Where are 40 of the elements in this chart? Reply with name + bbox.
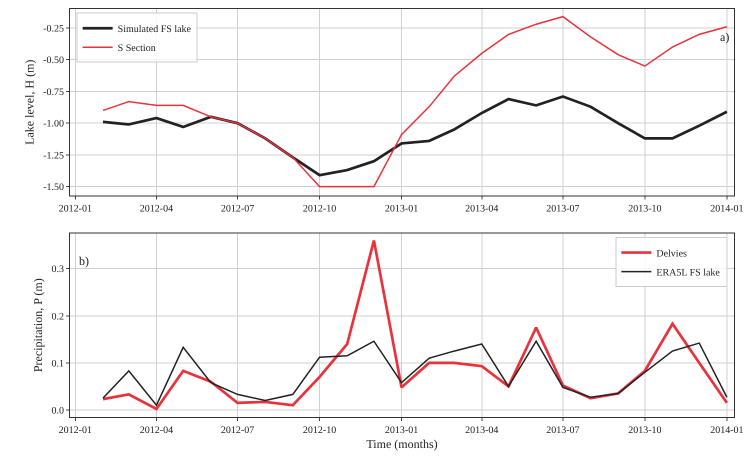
x-tick-label: 2012-01: [58, 425, 92, 436]
x-tick-label: 2013-01: [384, 425, 418, 436]
y-tick-label: 0.2: [52, 311, 64, 322]
annotation: a): [720, 30, 730, 44]
x-tick-label: 2012-10: [302, 425, 336, 436]
legend-label: Simulated FS lake: [118, 24, 192, 36]
y-tick-label: -0.75: [43, 86, 64, 98]
y-tick-label: -1.25: [43, 150, 64, 162]
legend-label: S Section: [118, 43, 156, 54]
x-axis-title: Time (months): [366, 436, 438, 451]
y-tick-label: -0.50: [43, 55, 64, 66]
x-tick-label: 2014-01: [710, 203, 744, 214]
x-tick-label: 2013-01: [384, 203, 418, 214]
y-axis-title: Lake level, H (m): [22, 60, 36, 145]
y-axis-title: Precipitation, P (m): [30, 278, 45, 372]
y-tick-label: 0.1: [52, 358, 64, 370]
x-tick-label: 2013-10: [628, 425, 662, 436]
legend-label: Delvies: [656, 248, 688, 260]
legend-label: ERA5L FS lake: [656, 267, 720, 278]
line-series: [102, 340, 728, 406]
x-tick-label: 2012-10: [302, 203, 336, 214]
x-tick-label: 2013-04: [465, 425, 498, 436]
x-tick-label: 2013-07: [546, 203, 580, 214]
x-tick-label: 2012-07: [220, 425, 254, 436]
x-tick-label: 2013-04: [465, 203, 498, 214]
line-series: [102, 239, 728, 410]
x-tick-label: 2012-07: [220, 203, 254, 214]
x-tick-label: 2013-07: [546, 425, 580, 436]
x-tick-label: 2014-01: [710, 425, 744, 436]
x-tick-label: 2012-04: [140, 425, 174, 436]
x-tick-label: 2013-10: [628, 203, 662, 214]
y-tick-label: -1.00: [43, 118, 64, 130]
y-tick-label: -0.25: [43, 24, 64, 35]
x-tick-label: 2012-01: [58, 203, 92, 214]
y-tick-label: 0.0: [52, 405, 64, 416]
line-series: [102, 16, 728, 188]
annotation: b): [79, 254, 89, 268]
x-tick-label: 2012-04: [140, 203, 174, 214]
y-tick-label: -1.50: [43, 182, 64, 194]
y-tick-label: 0.3: [52, 264, 64, 276]
